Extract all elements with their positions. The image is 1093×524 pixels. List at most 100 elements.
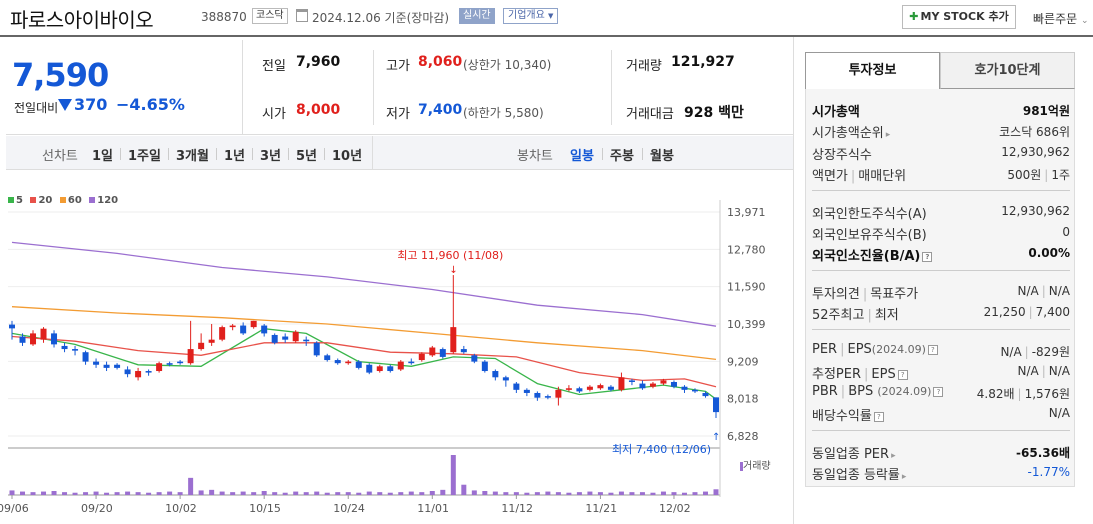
- candle-body: [208, 339, 215, 343]
- foreign-ratio-text: 외국인소진율(B/A): [812, 249, 921, 264]
- help-icon[interactable]: ?: [933, 386, 944, 397]
- chevron-down-icon: ▼: [548, 12, 554, 20]
- period-5y[interactable]: 5년: [296, 149, 318, 164]
- quick-order-link[interactable]: 빠른주문 ⌄: [1033, 10, 1089, 27]
- volume-bar: [335, 492, 341, 495]
- candle-body: [72, 349, 79, 351]
- trade-amount-unit: 백만: [718, 105, 744, 121]
- candle-body: [177, 361, 184, 364]
- help-icon[interactable]: ?: [922, 251, 933, 262]
- pbr-value: 4.82배: [976, 387, 1015, 401]
- y-tick-label: 9,209: [727, 355, 759, 368]
- volume-bar: [597, 492, 603, 495]
- w52-label: 52주최고 | 최저: [812, 304, 899, 323]
- volume-bar: [135, 492, 141, 495]
- upper-limit: (상한가 10,340): [463, 56, 551, 73]
- tab-investment-info[interactable]: 투자정보: [805, 52, 940, 89]
- candle-body: [534, 392, 541, 398]
- y-tick-label: 12,780: [727, 243, 766, 256]
- est-eps-label: EPS: [871, 367, 896, 382]
- tab-order-book[interactable]: 호가10단계: [940, 52, 1075, 89]
- quote-date-value: 2024.12.06: [312, 11, 381, 25]
- row-market-cap-rank[interactable]: 시가총액순위 ▸ 코스닥 686위: [812, 120, 1070, 141]
- volume-bar: [513, 492, 519, 495]
- dividend-value: N/A: [1048, 406, 1070, 420]
- w52-value: 21,250 | 7,400: [984, 305, 1070, 319]
- separator: [324, 148, 325, 160]
- ma20-line: [11, 335, 717, 388]
- row-industry-per[interactable]: 동일업종 PER ▸ -65.36배: [812, 441, 1070, 462]
- volume-bar: [41, 491, 47, 495]
- volume-bar: [713, 489, 719, 495]
- ma60-line: [11, 306, 717, 361]
- per-label: PER: [812, 342, 838, 357]
- pipe-separator: |: [840, 384, 846, 399]
- volume-bar: [83, 492, 89, 495]
- high-value: 8,060: [418, 54, 463, 70]
- bps-label: BPS: [848, 384, 874, 399]
- par-value: 500원: [1007, 168, 1042, 182]
- industry-rate-text: 동일업종 등락률: [812, 468, 900, 483]
- period-3y[interactable]: 3년: [260, 149, 282, 164]
- row-industry-rate[interactable]: 동일업종 등락률 ▸ -1.77%: [812, 462, 1070, 483]
- candle-chart[interactable]: 13,971 12,780 11,590 10,399 9,209 8,018 6,828 최…: [0, 185, 793, 524]
- w52-low-value: 7,400: [1035, 305, 1070, 319]
- volume-bar: [104, 492, 110, 495]
- volume-bar: [114, 492, 120, 495]
- period-1d[interactable]: 1일: [92, 149, 114, 164]
- chevron-down-icon: ⌄: [1081, 16, 1089, 26]
- pbr-label: PBR: [812, 384, 838, 399]
- volume-bar: [188, 477, 194, 495]
- y-tick-label: 6,828: [727, 430, 759, 443]
- separator: [168, 148, 169, 160]
- volume-bar: [314, 491, 320, 495]
- change-percent: −4.65%: [116, 95, 185, 114]
- open-label: 시가: [262, 107, 286, 122]
- volume-bar: [146, 492, 152, 495]
- period-3m[interactable]: 3개월: [176, 149, 209, 164]
- help-icon[interactable]: ?: [873, 411, 884, 422]
- industry-per-text: 동일업종 PER: [812, 447, 890, 462]
- volume-bar: [692, 492, 698, 495]
- candle-body: [261, 325, 268, 334]
- candle-body: [219, 327, 226, 340]
- company-overview-dropdown[interactable]: 기업개요 ▼: [503, 8, 559, 24]
- market-cap-label: 시가총액: [812, 105, 860, 120]
- x-tick-label: 10/02: [165, 502, 197, 515]
- row-market-cap: 시가총액 981억원: [812, 99, 1070, 120]
- company-overview-label: 기업개요: [508, 10, 545, 21]
- candle-body: [408, 361, 415, 364]
- candle-body: [61, 345, 68, 350]
- help-icon[interactable]: ?: [927, 344, 938, 355]
- realtime-button[interactable]: 실시간: [459, 8, 495, 24]
- high-arrow-icon: ↓: [449, 265, 457, 276]
- candle-monthly[interactable]: 월봉: [650, 149, 674, 164]
- y-tick-label: 11,590: [727, 281, 766, 294]
- opinion-target-label: 투자의견 | 목표주가: [812, 283, 918, 302]
- x-tick-label: 12/02: [659, 502, 691, 515]
- candle-body: [471, 355, 478, 362]
- volume-bar: [408, 491, 414, 495]
- mystock-add-button[interactable]: ✚ MY STOCK 추가: [902, 5, 1016, 29]
- candle-body: [292, 331, 299, 342]
- trade-amount-number: 928: [684, 105, 714, 121]
- quick-order-label: 빠른주문: [1033, 12, 1078, 26]
- candle-body: [439, 349, 446, 357]
- help-icon[interactable]: ?: [897, 369, 908, 380]
- candle-body: [124, 369, 131, 375]
- par-unit-value: 500원 | 1주: [1007, 166, 1070, 183]
- period-1w[interactable]: 1주일: [128, 149, 161, 164]
- volume-bar: [492, 491, 498, 495]
- dividend-text: 배당수익률: [812, 409, 872, 424]
- pipe-separator: |: [840, 342, 845, 357]
- candle-daily[interactable]: 일봉: [570, 149, 594, 164]
- period-10y[interactable]: 10년: [332, 149, 363, 164]
- mystock-add-label: MY STOCK 추가: [920, 10, 1009, 23]
- period-1y[interactable]: 1년: [224, 149, 246, 164]
- row-dividend: 배당수익률? N/A: [812, 403, 1070, 424]
- volume-bar: [440, 489, 446, 495]
- candle-weekly[interactable]: 주봉: [610, 149, 634, 164]
- row-est-per-eps: 추정PER | EPS? N/A | N/A: [812, 361, 1070, 382]
- eps-value: -829원: [1031, 345, 1070, 359]
- candle-body: [607, 386, 614, 390]
